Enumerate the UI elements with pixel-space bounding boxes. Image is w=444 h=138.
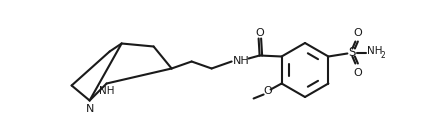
Text: O: O	[353, 67, 362, 78]
Text: NH: NH	[367, 46, 382, 55]
Text: 2: 2	[380, 51, 385, 60]
Text: NH: NH	[233, 55, 250, 66]
Text: O: O	[263, 87, 272, 96]
Text: NH: NH	[99, 87, 115, 96]
Text: N: N	[85, 104, 94, 113]
Text: O: O	[353, 27, 362, 38]
Text: S: S	[349, 46, 356, 59]
Text: O: O	[255, 27, 264, 38]
